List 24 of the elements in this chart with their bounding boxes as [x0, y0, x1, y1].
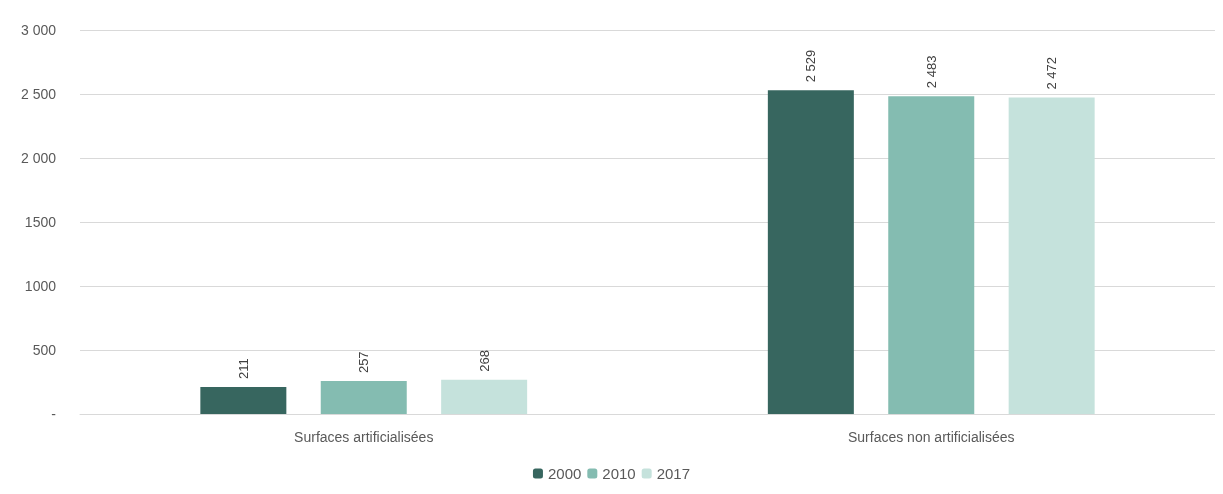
data-label: 211 — [235, 358, 251, 379]
bar — [441, 379, 528, 414]
bar — [1008, 97, 1095, 414]
y-tick-label: 1000 — [24, 278, 57, 294]
data-label: 257 — [356, 351, 372, 374]
y-tick-label: 500 — [32, 342, 57, 358]
x-tick-label: Surfaces non artificialisées — [847, 429, 1015, 445]
y-tick-label: 2 500 — [20, 86, 57, 102]
y-tick-label: 2 000 — [20, 150, 57, 166]
bar — [767, 90, 854, 414]
bar — [888, 96, 975, 414]
bar — [200, 386, 287, 414]
x-tick-label: Surfaces artificialisées — [294, 429, 434, 445]
y-tick-label: 1500 — [24, 214, 57, 230]
data-label: 2 529 — [803, 49, 819, 83]
legend-label: 2017 — [656, 465, 691, 482]
data-label: 2 483 — [923, 55, 939, 89]
legend-label: 2010 — [602, 465, 636, 482]
y-tick-label: 3 000 — [20, 22, 57, 38]
legend-label: 2000 — [547, 465, 582, 482]
bar — [320, 381, 407, 414]
data-label: 2 472 — [1044, 57, 1060, 90]
y-tick-label: - — [51, 406, 57, 422]
data-label: 268 — [476, 349, 492, 372]
